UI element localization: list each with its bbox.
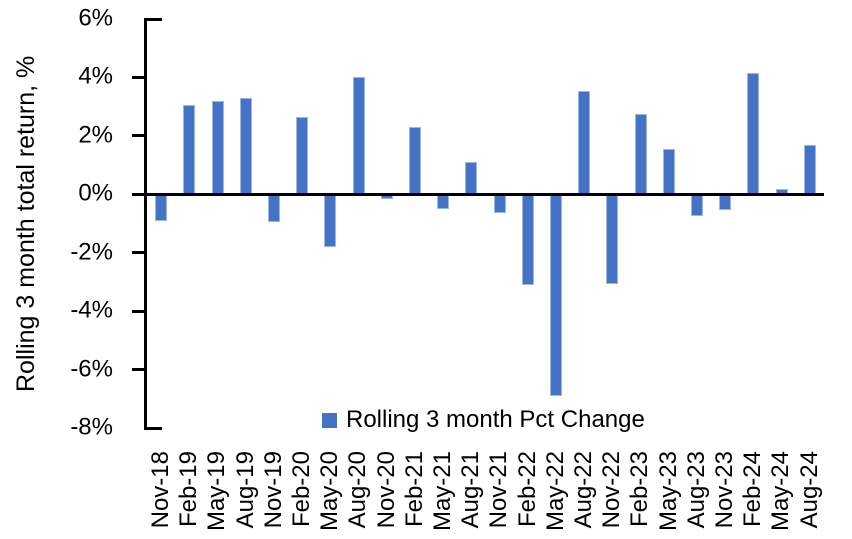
bar — [521, 194, 534, 286]
x-tick-label: Nov-18 — [146, 451, 176, 528]
x-tick-label: May-21 — [428, 451, 458, 531]
y-tick-label: 2% — [78, 121, 113, 149]
x-tick-label-text: Feb-20 — [287, 451, 315, 528]
x-tick-label: Aug-22 — [569, 451, 599, 528]
x-tick-label-text: Feb-21 — [400, 451, 428, 528]
x-tick-label-text: Aug-19 — [231, 451, 259, 529]
x-tick-label-text: May-22 — [541, 451, 569, 532]
y-tick-label: 4% — [78, 62, 113, 90]
legend-label: Rolling 3 month Pct Change — [346, 406, 645, 433]
y-axis-line — [143, 17, 147, 430]
y-tick-label: -4% — [70, 296, 113, 324]
x-tick-label-text: Feb-24 — [739, 451, 767, 528]
y-tick — [132, 368, 147, 372]
x-tick-label: Nov-23 — [710, 451, 740, 528]
x-tick-label-text: May-23 — [654, 451, 682, 532]
x-tick-label-text: Nov-22 — [598, 451, 626, 529]
x-tick-label-text: May-24 — [767, 451, 795, 532]
bar — [691, 194, 704, 217]
bar — [662, 149, 675, 195]
legend-swatch — [322, 412, 337, 428]
bar — [493, 194, 506, 214]
y-tick-label: -8% — [70, 413, 113, 441]
x-tick-label: May-23 — [654, 451, 684, 531]
bar — [465, 162, 478, 195]
x-tick-label-text: May-19 — [203, 451, 231, 532]
bar — [634, 114, 647, 195]
x-tick-label-text: Feb-22 — [513, 451, 541, 528]
x-tick-label: Feb-22 — [513, 451, 543, 527]
legend: Rolling 3 month Pct Change — [322, 405, 645, 435]
bar — [183, 105, 196, 195]
x-tick-label: May-22 — [541, 451, 571, 531]
x-tick-label: May-19 — [203, 451, 233, 531]
bar — [211, 100, 224, 195]
x-tick-label: Feb-19 — [174, 451, 204, 527]
x-tick-label: Aug-21 — [456, 451, 486, 528]
x-tick-label: Nov-21 — [485, 451, 515, 528]
y-tick — [132, 309, 147, 313]
x-tick-label: Nov-22 — [597, 451, 627, 528]
x-tick-label-text: Aug-20 — [344, 451, 372, 529]
y-tick-label: -2% — [70, 238, 113, 266]
y-tick — [132, 134, 147, 138]
x-tick-label-text: Feb-19 — [175, 451, 203, 528]
x-tick-label-text: Aug-24 — [795, 451, 823, 529]
x-tick-label-text: Nov-18 — [146, 451, 174, 529]
bar — [719, 194, 732, 211]
x-tick-label-text: Aug-22 — [570, 451, 598, 529]
bar — [296, 116, 309, 195]
zero-baseline — [143, 192, 824, 196]
y-tick-label: -6% — [70, 355, 113, 383]
x-tick-label: Aug-19 — [231, 451, 261, 528]
x-tick-label: Aug-24 — [795, 451, 825, 528]
x-tick-label-text: May-20 — [316, 451, 344, 532]
x-tick-label-text: Nov-23 — [711, 451, 739, 529]
bar — [267, 194, 280, 223]
x-tick-label-text: Nov-21 — [485, 451, 513, 529]
x-tick-label-text: Nov-20 — [372, 451, 400, 529]
x-tick-label-text: May-21 — [428, 451, 456, 532]
x-tick-label: Feb-24 — [738, 451, 768, 527]
y-axis-end-tick — [143, 17, 162, 21]
y-axis-end-tick — [143, 426, 162, 430]
x-tick-label: Feb-21 — [400, 451, 430, 527]
x-tick-label-text: Feb-23 — [626, 451, 654, 528]
bar — [606, 194, 619, 284]
x-tick-label-text: Aug-23 — [682, 451, 710, 529]
bar — [747, 73, 760, 195]
bar — [437, 194, 450, 210]
y-tick — [132, 251, 147, 255]
bar — [352, 77, 365, 195]
x-tick-label: Aug-20 — [344, 451, 374, 528]
y-tick-label: 0% — [78, 179, 113, 207]
x-tick-label: Nov-19 — [259, 451, 289, 528]
bar — [324, 194, 337, 248]
y-tick-label: 6% — [78, 4, 113, 32]
y-tick — [132, 75, 147, 79]
x-tick-label: Aug-23 — [682, 451, 712, 528]
x-tick-label: Feb-23 — [626, 451, 656, 527]
bar — [155, 194, 168, 221]
bar — [578, 90, 591, 195]
bar — [803, 144, 816, 195]
x-tick-label: Nov-20 — [372, 451, 402, 528]
bar — [239, 97, 252, 195]
x-tick-label-text: Aug-21 — [457, 451, 485, 529]
y-tick — [132, 192, 147, 196]
x-tick-label: May-20 — [315, 451, 345, 531]
bar — [408, 127, 421, 195]
x-tick-label-text: Nov-19 — [259, 451, 287, 529]
x-tick-label: Feb-20 — [287, 451, 317, 527]
bar — [550, 194, 563, 397]
x-tick-label: May-24 — [767, 451, 797, 531]
